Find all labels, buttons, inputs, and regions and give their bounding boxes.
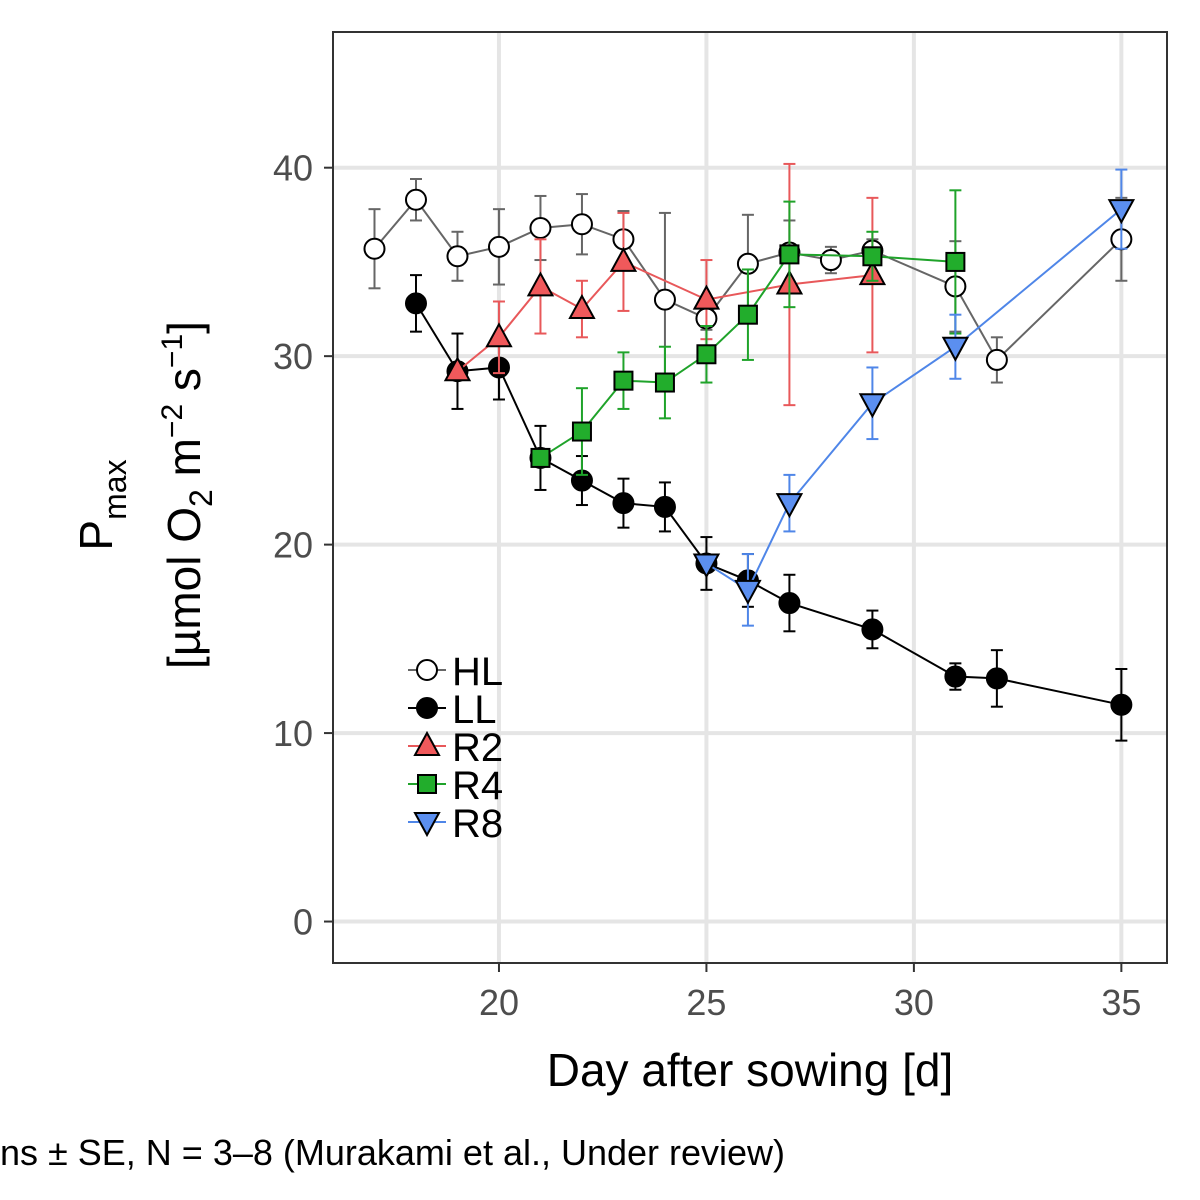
data-point xyxy=(692,284,721,310)
data-point xyxy=(487,235,510,258)
x-tick-label: 35 xyxy=(1101,982,1141,1023)
legend-item-ll: LL xyxy=(408,688,497,732)
y-axis-units-suffix: ] xyxy=(158,321,210,334)
data-point xyxy=(568,293,596,320)
data-point xyxy=(529,217,552,239)
y-tick-label: 40 xyxy=(273,148,313,189)
data-point xyxy=(1110,693,1133,716)
y-axis-units-o2-sub: 2 xyxy=(183,489,219,507)
data-point xyxy=(778,592,801,615)
legend-label: HL xyxy=(452,650,503,694)
data-point xyxy=(446,245,469,268)
data-point xyxy=(737,304,758,325)
y-axis-units-s: s xyxy=(158,368,210,404)
y-tick-label: 10 xyxy=(273,713,313,754)
data-point xyxy=(775,493,804,519)
y-axis-title-sub: max xyxy=(97,459,133,519)
x-tick-label: 20 xyxy=(479,982,519,1023)
data-point xyxy=(861,618,884,641)
data-point xyxy=(819,249,842,272)
data-point xyxy=(692,553,721,579)
legend-label: R2 xyxy=(452,726,503,770)
data-point xyxy=(944,665,967,688)
x-axis-title: Day after sowing [d] xyxy=(547,1044,954,1096)
series-line xyxy=(415,302,1122,706)
data-point xyxy=(526,271,555,297)
data-point xyxy=(985,667,1008,690)
svg-text:Pmax: Pmax xyxy=(70,459,133,550)
y-axis-title: Pmax [µmol O2 m−2 s−1] xyxy=(70,321,219,669)
data-point xyxy=(530,447,551,468)
data-point xyxy=(734,579,762,605)
x-tick-label: 25 xyxy=(686,982,726,1023)
data-point xyxy=(653,288,676,311)
data-point xyxy=(363,237,386,260)
series-line xyxy=(373,198,1123,362)
data-point xyxy=(443,356,472,382)
y-axis-units-s-sup: −1 xyxy=(156,334,189,368)
axis-ticks: 0 10 20 30 40 20 25 30 35 xyxy=(273,148,1141,1023)
data-point xyxy=(570,213,593,236)
data-point xyxy=(862,246,883,267)
series-r4 xyxy=(530,189,966,476)
svg-text:[µmol O2 m−2 s−1]: [µmol O2 m−2 s−1] xyxy=(156,321,219,669)
data-point xyxy=(404,292,427,315)
legend-marker xyxy=(413,812,441,838)
data-point xyxy=(653,495,676,518)
legend-label: LL xyxy=(452,688,497,732)
data-point xyxy=(985,348,1008,371)
x-tick-label: 30 xyxy=(894,982,934,1023)
data-point xyxy=(945,251,966,272)
legend-marker xyxy=(413,730,441,756)
legend-item-r8: R8 xyxy=(408,802,503,846)
legend-item-hl: HL xyxy=(408,650,503,694)
data-point xyxy=(485,322,513,348)
y-tick-label: 30 xyxy=(273,336,313,377)
y-axis-units-m: m xyxy=(158,438,210,489)
data-point xyxy=(779,244,800,265)
series-r8 xyxy=(692,168,1136,627)
legend-label: R8 xyxy=(452,802,503,846)
data-point xyxy=(1107,199,1136,225)
data-point xyxy=(941,336,970,362)
data-point xyxy=(571,421,592,442)
y-tick-label: 0 xyxy=(293,902,313,943)
series-layer xyxy=(363,162,1136,742)
legend-item-r4: R4 xyxy=(408,764,503,808)
data-point xyxy=(404,188,427,211)
data-point xyxy=(613,370,634,391)
legend-marker xyxy=(417,774,437,794)
data-point xyxy=(609,246,638,272)
legend-label: R4 xyxy=(452,764,503,808)
data-point xyxy=(612,492,635,515)
y-axis-units-m-sup: −2 xyxy=(156,404,189,438)
data-point xyxy=(696,344,717,365)
legend-item-r2: R2 xyxy=(408,726,503,770)
plot-panel xyxy=(332,31,1168,964)
y-axis-units-prefix: [µmol O xyxy=(158,507,210,669)
caption: ns ± SE, N = 3–8 (Murakami et al., Under… xyxy=(0,1132,785,1173)
legend-marker xyxy=(416,697,438,719)
legend-marker xyxy=(416,659,438,681)
series-line xyxy=(456,260,873,373)
y-axis-title-main: P xyxy=(70,520,122,551)
y-tick-label: 20 xyxy=(273,525,313,566)
data-point xyxy=(654,372,675,393)
data-point xyxy=(858,393,887,419)
